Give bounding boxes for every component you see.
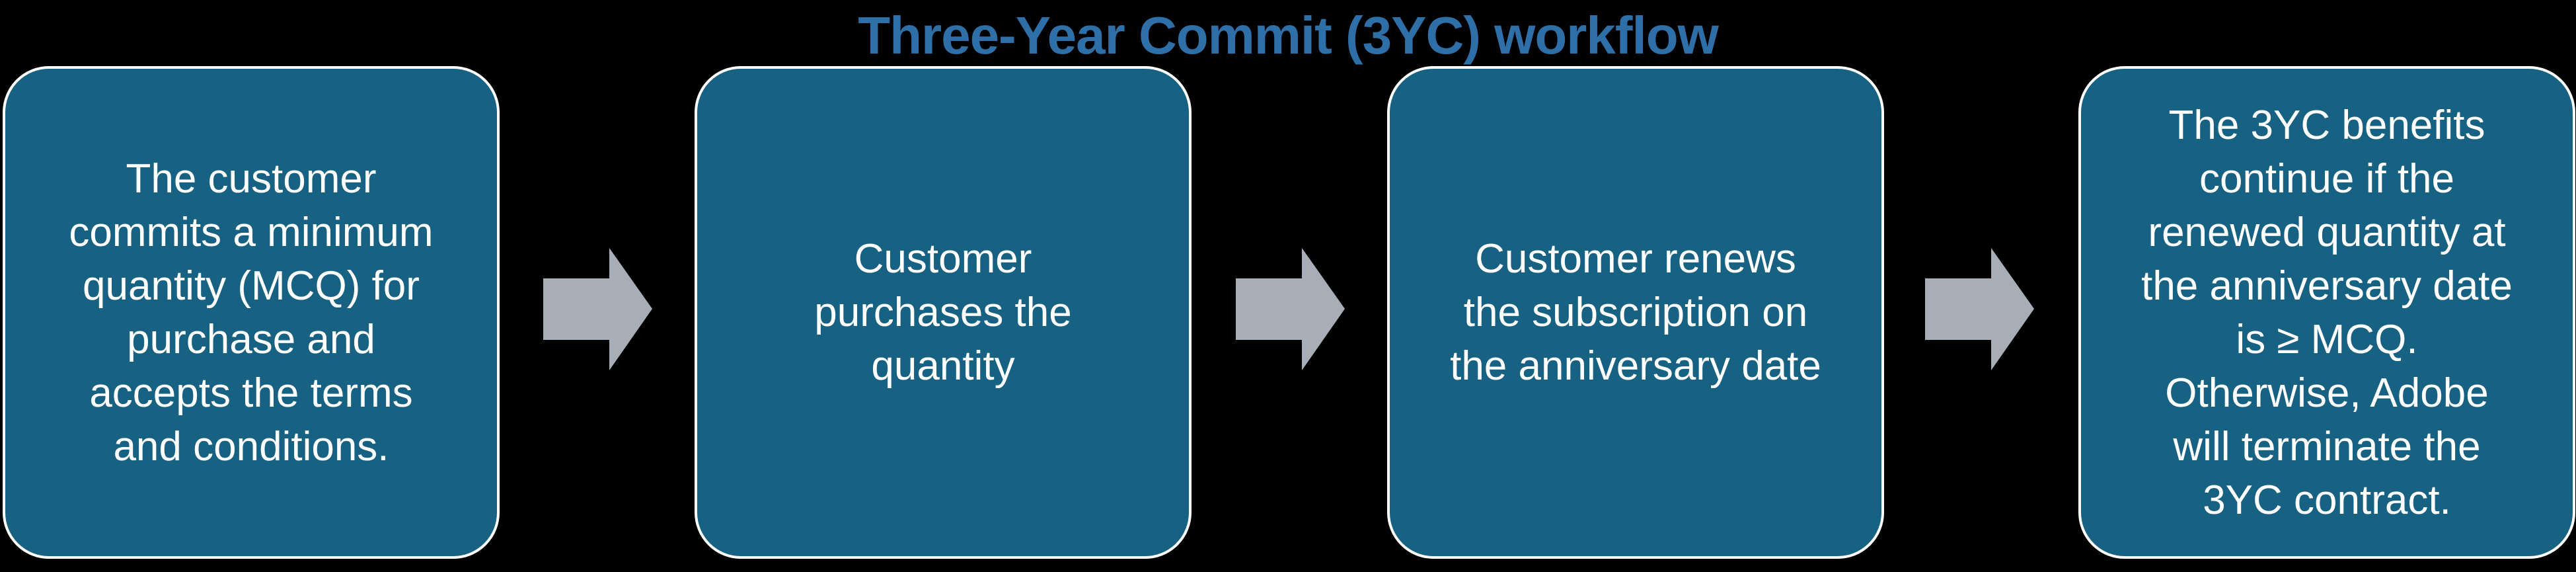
right-arrow-icon bbox=[1925, 248, 2034, 370]
step-text-1: The customer commits a minimum quantity … bbox=[69, 155, 434, 470]
right-arrow-icon bbox=[1236, 248, 1345, 370]
step-box-2: Customer purchases the quantity bbox=[695, 66, 1192, 559]
right-arrow-icon bbox=[543, 248, 652, 370]
step-text-4: The 3YC benefits continue if the renewed… bbox=[2141, 102, 2513, 523]
step-text-3: Customer renews the subscription on the … bbox=[1450, 236, 1821, 389]
step-box-3: Customer renews the subscription on the … bbox=[1387, 66, 1884, 559]
step-box-4: The 3YC benefits continue if the renewed… bbox=[2078, 66, 2575, 559]
diagram-title: Three-Year Commit (3YC) workflow bbox=[858, 6, 1719, 65]
step-text-2: Customer purchases the quantity bbox=[814, 236, 1072, 389]
step-box-1: The customer commits a minimum quantity … bbox=[3, 66, 500, 559]
